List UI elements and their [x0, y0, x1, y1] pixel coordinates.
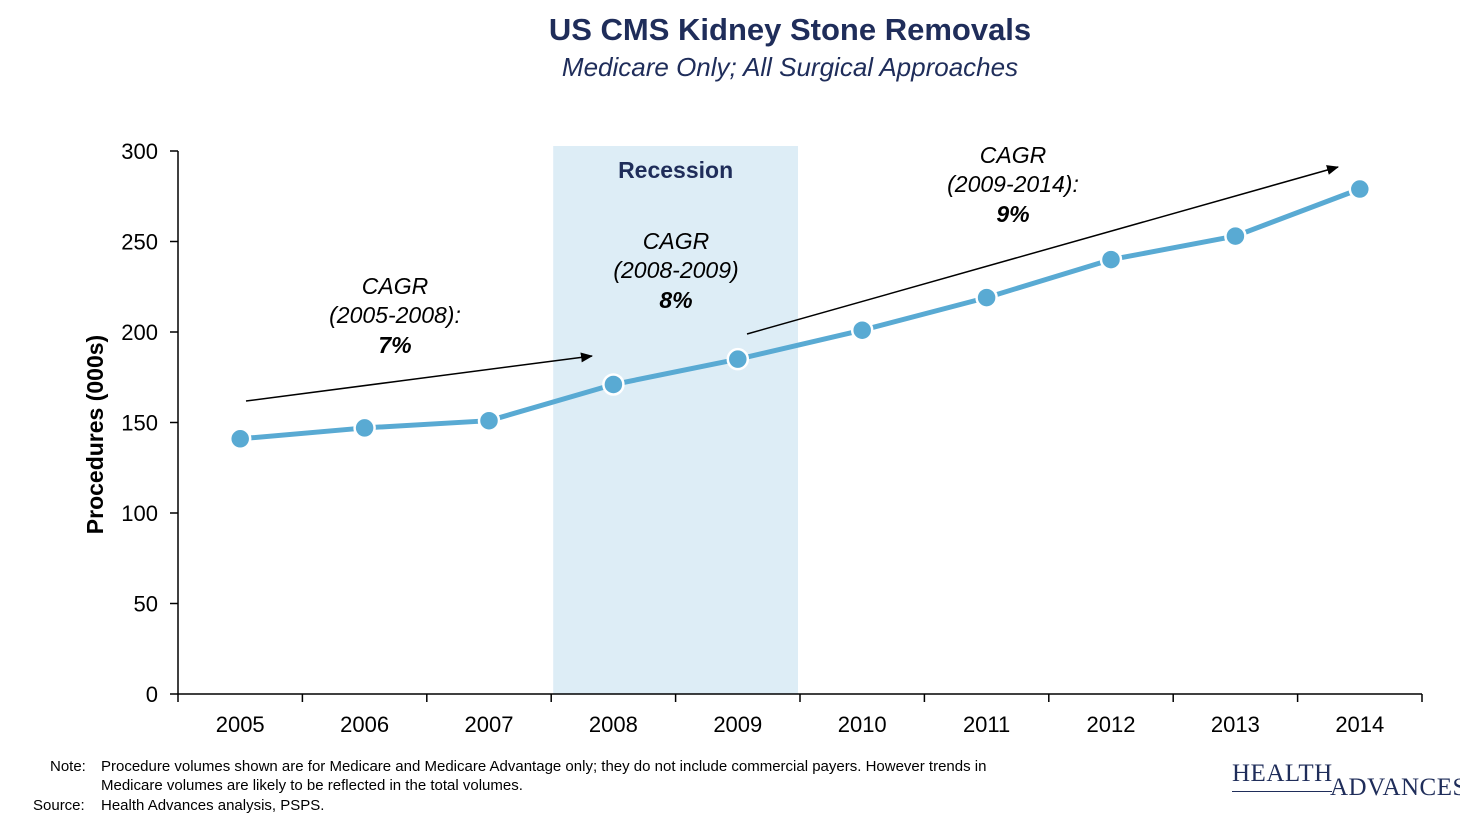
- chart-title: US CMS Kidney Stone Removals: [548, 12, 1032, 47]
- data-point-2007: [477, 409, 501, 432]
- cagr-annotation: CAGR (2008-2009) 8%: [613, 228, 738, 313]
- x-tick-label: 2005: [216, 712, 265, 737]
- cagr-annotations: CAGR (2005-2008): 7% CAGR (2008-2009) 8% CAGR (…: [245, 142, 1339, 402]
- cagr-arrow: [746, 165, 1339, 335]
- y-tick-label: 150: [121, 411, 158, 436]
- x-tick-label: 2010: [838, 712, 887, 737]
- note-label: Note:: [50, 758, 86, 775]
- recession-label: Recession: [618, 157, 733, 183]
- series-line: [228, 177, 1372, 451]
- y-tick-label: 100: [121, 501, 158, 526]
- y-axis-label: Procedures (000s): [82, 335, 108, 534]
- x-tick-label: 2007: [465, 712, 514, 737]
- cagr-value: 7%: [378, 332, 411, 358]
- cagr-label: CAGR: [362, 273, 428, 299]
- cagr-period: (2008-2009): [613, 257, 738, 283]
- y-tick-label: 300: [121, 139, 158, 164]
- logo-line-1: HEALTH: [1232, 760, 1333, 787]
- cagr-period: (2009-2014):: [947, 171, 1079, 197]
- logo-line-2: ADVANCES: [1330, 774, 1460, 801]
- data-point-2008: [602, 373, 625, 396]
- cagr-annotation: CAGR (2005-2008): 7%: [245, 273, 593, 402]
- series-path: [239, 186, 1361, 442]
- x-tick-label: 2006: [340, 712, 389, 737]
- health-advances-logo: HEALTH ADVANCES: [1232, 760, 1460, 801]
- data-point-2012: [1099, 248, 1123, 271]
- note-line-2: Medicare volumes are likely to be reflec…: [101, 777, 523, 794]
- source-text: Health Advances analysis, PSPS.: [101, 797, 325, 814]
- logo-rule: [1232, 791, 1332, 792]
- cagr-arrow: [245, 352, 593, 402]
- data-point-2011: [975, 286, 998, 309]
- data-point-2005: [228, 427, 252, 451]
- x-tick-label: 2013: [1211, 712, 1260, 737]
- data-point-2013: [1224, 224, 1247, 248]
- cagr-annotation: CAGR (2009-2014): 9%: [746, 142, 1339, 335]
- chart-subtitle: Medicare Only; All Surgical Approaches: [561, 52, 1019, 82]
- data-point-2014: [1348, 177, 1372, 201]
- note-line-1: Procedure volumes shown are for Medicare…: [101, 758, 987, 775]
- recession-shade: [553, 146, 798, 694]
- y-tick-label: 0: [146, 682, 158, 707]
- x-tick-label: 2009: [713, 712, 762, 737]
- x-tick-label: 2012: [1087, 712, 1136, 737]
- data-point-2006: [353, 416, 376, 440]
- y-tick-label: 250: [121, 230, 158, 255]
- cagr-label: CAGR: [980, 142, 1046, 168]
- cagr-period: (2005-2008):: [329, 302, 461, 328]
- cagr-label: CAGR: [643, 228, 709, 254]
- y-tick-label: 200: [121, 320, 158, 345]
- axes: 0 50 100 150 200 250 300 2005 2006 2007 2008 2009 20…: [121, 139, 1423, 737]
- cagr-value: 8%: [659, 287, 692, 313]
- x-tick-label: 2008: [589, 712, 638, 737]
- x-tick-label: 2014: [1335, 712, 1384, 737]
- cagr-value: 9%: [996, 201, 1029, 227]
- data-point-2010: [850, 318, 874, 342]
- source-label: Source:: [33, 797, 85, 814]
- x-tick-label: 2011: [963, 712, 1010, 737]
- data-point-2009: [726, 347, 750, 371]
- y-tick-label: 50: [134, 592, 158, 617]
